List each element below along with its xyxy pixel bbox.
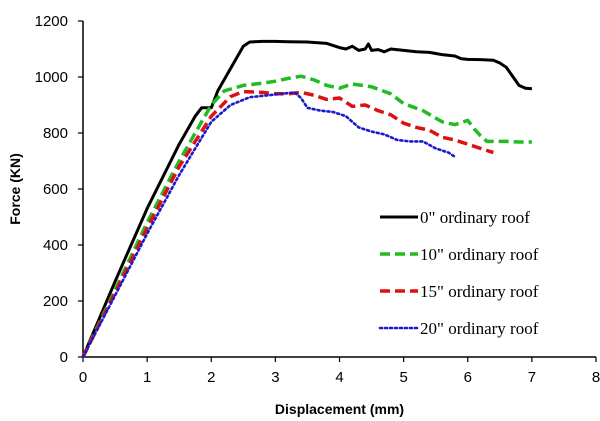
y-tick-label: 200 — [43, 293, 68, 310]
x-tick-label: 5 — [399, 369, 407, 386]
y-tick-label: 1000 — [35, 69, 68, 86]
x-tick-label: 1 — [143, 369, 151, 386]
x-tick-label: 3 — [271, 369, 279, 386]
x-tick-label: 6 — [464, 369, 472, 386]
legend-label-2: 15" ordinary roof — [420, 282, 539, 301]
legend: 0" ordinary roof 10" ordinary roof 15" o… — [378, 208, 539, 338]
series-lines — [81, 39, 533, 359]
series-line-2 — [81, 89, 494, 358]
x-tick-label: 0 — [79, 369, 87, 386]
x-tick-label: 7 — [528, 369, 536, 386]
legend-label-3: 20" ordinary roof — [420, 319, 539, 338]
series-line-3 — [81, 91, 457, 359]
y-tick-label: 0 — [60, 349, 68, 366]
legend-item: 10" ordinary roof — [380, 245, 539, 264]
x-tick-label: 2 — [207, 369, 215, 386]
legend-item: 15" ordinary roof — [380, 282, 539, 301]
y-tick-label: 600 — [43, 181, 68, 198]
series-line-0 — [81, 39, 533, 358]
x-tick-label: 8 — [592, 369, 600, 386]
legend-item: 0" ordinary roof — [380, 208, 530, 227]
y-axis-title: Force (KN) — [7, 153, 23, 225]
legend-label-1: 10" ordinary roof — [420, 245, 539, 264]
y-axis-ticks: 0 200 400 600 800 1000 1200 — [35, 13, 83, 366]
legend-label-0: 0" ordinary roof — [420, 208, 530, 227]
y-tick-label: 1200 — [35, 13, 68, 30]
legend-item: 20" ordinary roof — [378, 319, 539, 338]
x-axis-title: Displacement (mm) — [275, 401, 404, 417]
x-axis-ticks: 0 1 2 3 4 5 6 7 8 — [79, 357, 600, 386]
plot-area: 0 1 2 3 4 5 6 7 8 0 200 400 600 800 1000 1200 — [35, 13, 600, 386]
x-tick-label: 4 — [335, 369, 343, 386]
y-tick-label: 400 — [43, 237, 68, 254]
y-tick-label: 800 — [43, 125, 68, 142]
